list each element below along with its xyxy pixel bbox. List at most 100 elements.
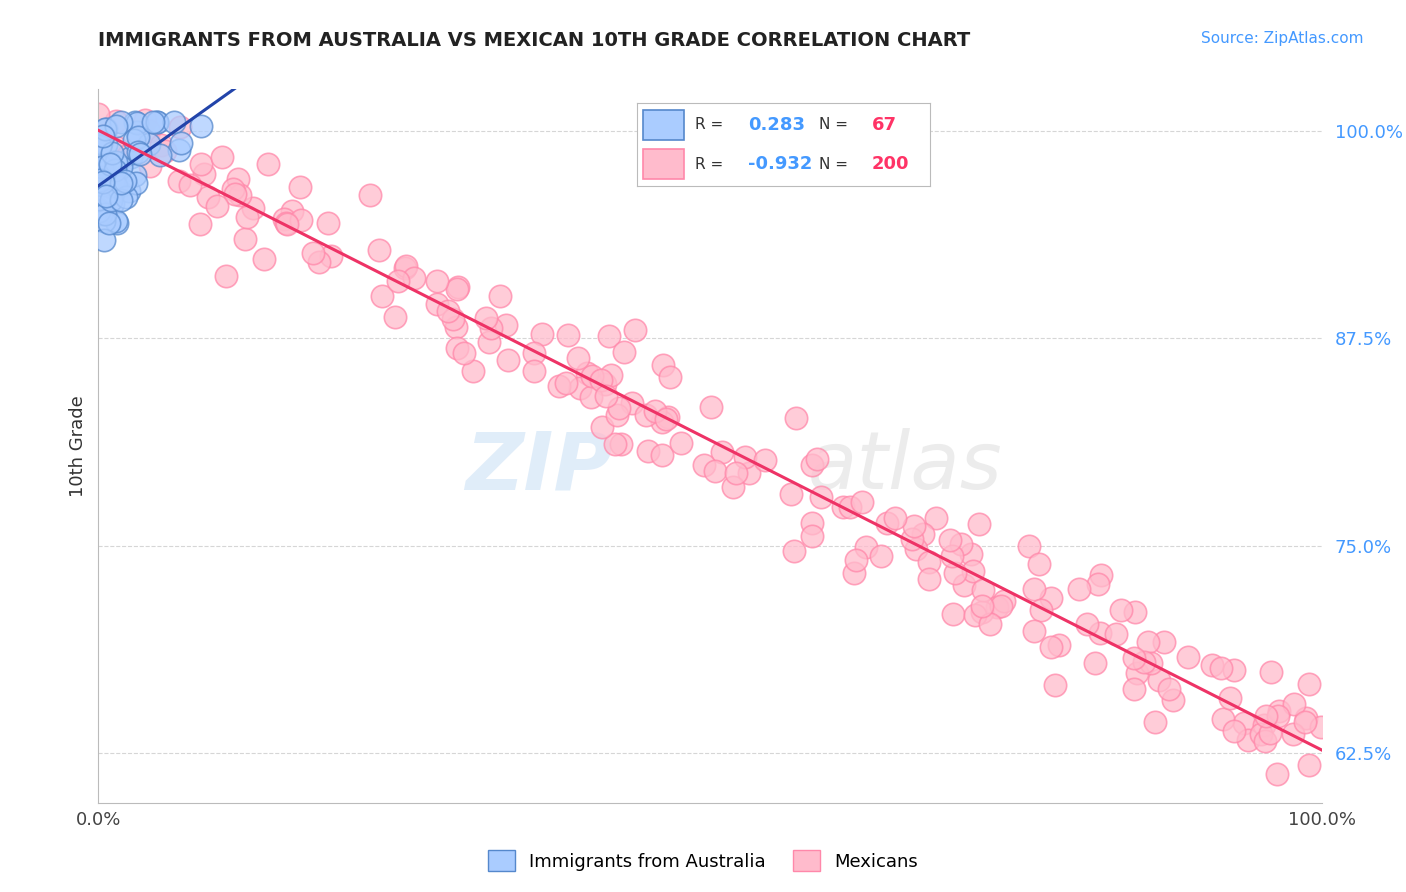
Point	[110, 193, 132, 207]
Point	[125, 176, 148, 190]
Point	[91, 160, 114, 174]
Point	[986, 599, 1008, 614]
Point	[496, 352, 519, 367]
Point	[426, 297, 449, 311]
Point	[1258, 726, 1281, 740]
Point	[548, 378, 571, 392]
Point	[253, 252, 276, 266]
Point	[652, 358, 675, 372]
Point	[1123, 682, 1146, 697]
Point	[359, 188, 381, 202]
Point	[96, 122, 118, 136]
Point	[884, 510, 907, 524]
Point	[319, 249, 342, 263]
Point	[89, 139, 111, 153]
Point	[595, 389, 617, 403]
Point	[103, 186, 125, 200]
Point	[105, 179, 128, 194]
Y-axis label: 10th Grade: 10th Grade	[69, 395, 87, 497]
Point	[637, 443, 659, 458]
Point	[446, 341, 468, 355]
Point	[105, 214, 128, 228]
Point	[188, 217, 211, 231]
Point	[943, 566, 966, 581]
Point	[167, 143, 190, 157]
Point	[93, 214, 115, 228]
Point	[475, 310, 498, 325]
Point	[190, 157, 212, 171]
Point	[479, 321, 502, 335]
Point	[785, 411, 807, 425]
Point	[1111, 603, 1133, 617]
Point	[1294, 715, 1316, 730]
Point	[139, 160, 162, 174]
Point	[800, 458, 823, 472]
Point	[1260, 665, 1282, 679]
Point	[942, 607, 965, 621]
Point	[581, 369, 603, 384]
Point	[800, 516, 823, 530]
Point	[98, 184, 121, 198]
Point	[104, 178, 127, 192]
Point	[90, 205, 112, 219]
Point	[110, 161, 132, 175]
Point	[94, 188, 117, 202]
Point	[579, 390, 602, 404]
Point	[952, 578, 974, 592]
Point	[1256, 709, 1278, 723]
Point	[855, 540, 877, 554]
Text: 0.283: 0.283	[748, 116, 806, 134]
Point	[197, 190, 219, 204]
Point	[117, 148, 139, 162]
Point	[394, 261, 416, 276]
Text: N =: N =	[818, 118, 852, 132]
Point	[170, 136, 193, 150]
Point	[93, 129, 115, 144]
Point	[1049, 639, 1071, 653]
Point	[93, 175, 115, 189]
Point	[276, 216, 298, 230]
Point	[1161, 692, 1184, 706]
Point	[699, 400, 721, 414]
Point	[734, 450, 756, 464]
Point	[845, 553, 868, 567]
Point	[1123, 605, 1146, 619]
Point	[89, 193, 111, 207]
Point	[783, 544, 806, 558]
Point	[555, 376, 578, 390]
Point	[371, 288, 394, 302]
Point	[98, 178, 121, 193]
Point	[98, 157, 121, 171]
Point	[441, 312, 464, 326]
Point	[1029, 603, 1052, 617]
Point	[1209, 661, 1232, 675]
Point	[801, 529, 824, 543]
Point	[124, 115, 146, 129]
Point	[368, 243, 391, 257]
Point	[149, 148, 172, 162]
Point	[437, 304, 460, 318]
Point	[129, 147, 152, 161]
Point	[104, 162, 127, 177]
Point	[1136, 635, 1159, 649]
Point	[1087, 576, 1109, 591]
Point	[967, 516, 990, 531]
Point	[190, 119, 212, 133]
Point	[214, 268, 236, 283]
Point	[693, 458, 716, 473]
Point	[605, 437, 627, 451]
Point	[93, 170, 115, 185]
Point	[1126, 666, 1149, 681]
Point	[446, 279, 468, 293]
Point	[806, 452, 828, 467]
Point	[1298, 758, 1320, 772]
Point	[90, 178, 112, 193]
Point	[1133, 655, 1156, 669]
Point	[101, 174, 124, 188]
Point	[89, 177, 111, 191]
Point	[659, 369, 682, 384]
Point	[704, 465, 727, 479]
Point	[569, 381, 592, 395]
Point	[104, 155, 127, 169]
Point	[917, 555, 939, 569]
